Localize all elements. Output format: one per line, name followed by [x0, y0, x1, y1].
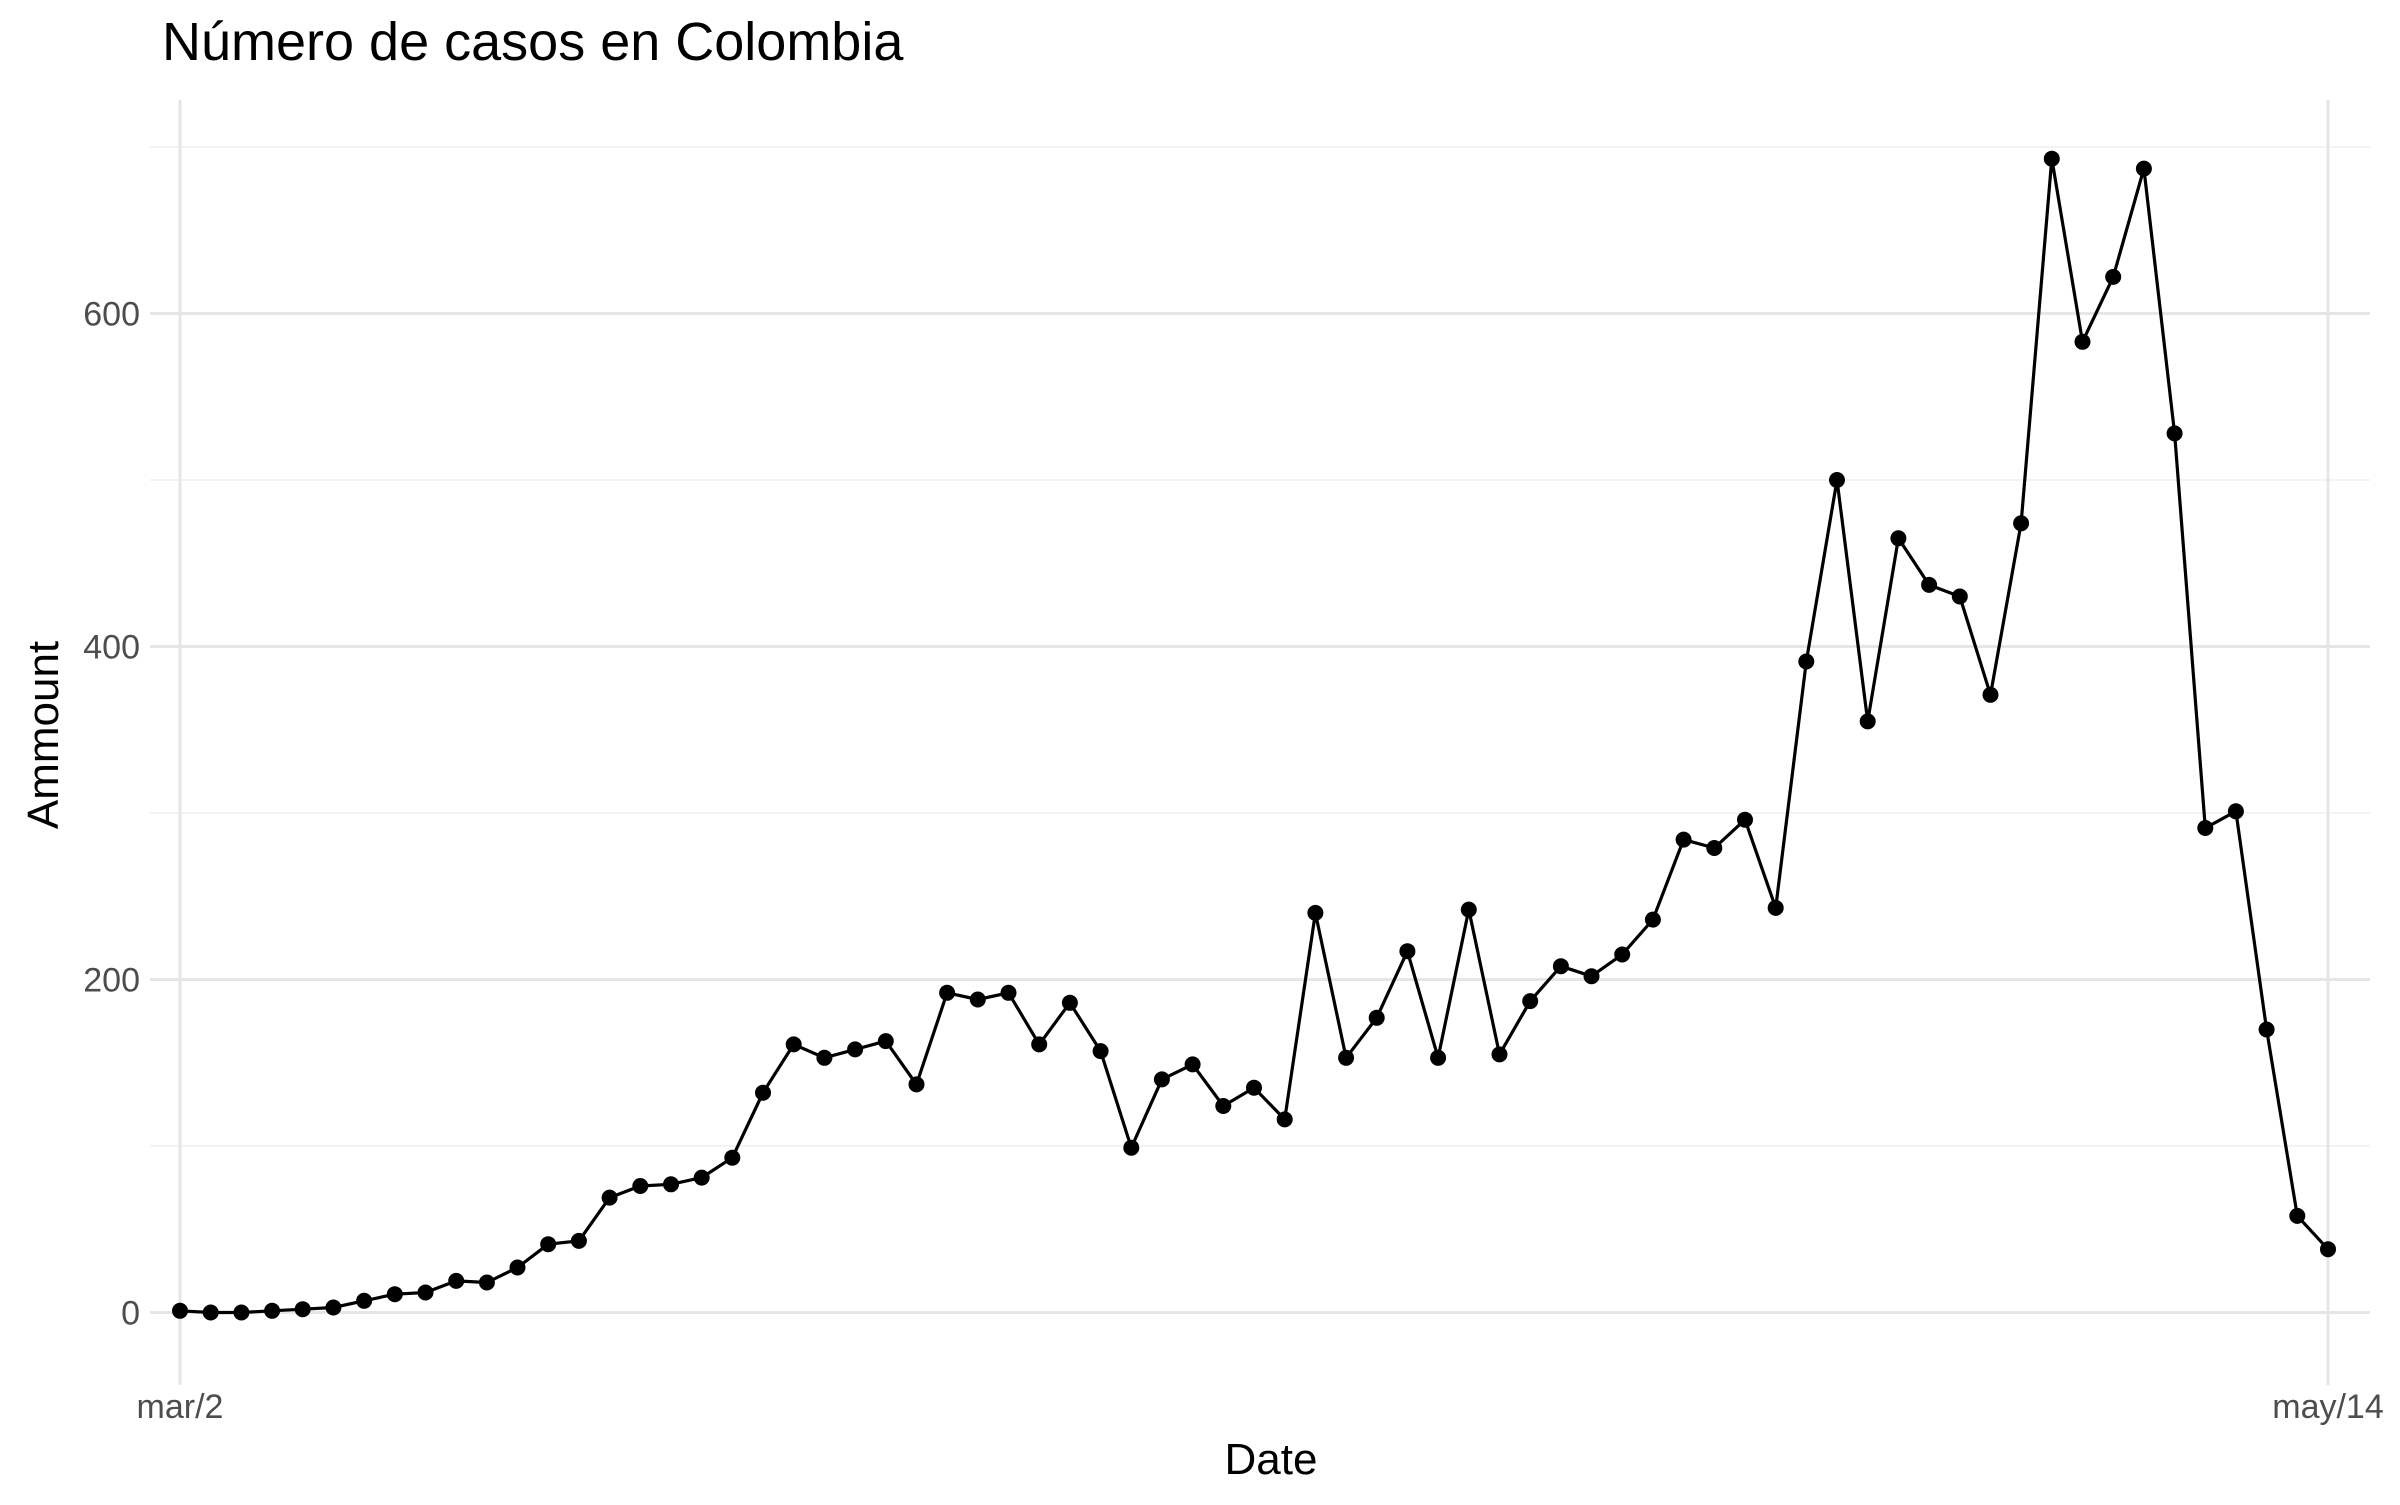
data-point: [1982, 686, 1999, 703]
series-line-group: [179, 157, 2330, 1315]
data-point: [847, 1041, 864, 1058]
data-point: [2227, 803, 2244, 820]
data-point: [264, 1302, 281, 1319]
data-point: [1614, 946, 1631, 963]
data-point: [1675, 831, 1692, 848]
data-point: [1951, 588, 1968, 605]
data-point: [1644, 911, 1661, 928]
data-point: [724, 1149, 741, 1166]
y-tick-label: 400: [83, 629, 140, 667]
data-point: [877, 1033, 894, 1050]
series-line: [179, 157, 2330, 1315]
data-point: [1368, 1009, 1385, 1026]
data-point: [1153, 1071, 1170, 1088]
data-point: [172, 1302, 188, 1319]
data-point: [2289, 1207, 2306, 1224]
data-point: [2135, 160, 2152, 177]
data-point: [540, 1236, 557, 1253]
data-point: [1184, 1056, 1201, 1073]
data-point: [1522, 993, 1539, 1010]
data-point: [2166, 425, 2183, 442]
data-point: [2074, 333, 2091, 350]
grid: [150, 100, 2370, 1385]
y-tick-label: 600: [83, 296, 140, 334]
data-point: [386, 1286, 403, 1303]
x-axis-ticks: mar/2 may/14: [137, 1388, 2384, 1426]
data-point: [1552, 958, 1569, 975]
data-point: [1737, 811, 1753, 828]
y-tick-label: 200: [83, 962, 140, 1000]
data-point: [663, 1176, 679, 1193]
y-tick-label: 0: [121, 1295, 140, 1333]
x-tick-label: mar/2: [137, 1388, 224, 1426]
data-point: [356, 1292, 373, 1309]
data-point: [233, 1304, 250, 1321]
data-point: [1798, 653, 1815, 670]
data-point: [2320, 1241, 2336, 1258]
data-point: [1859, 713, 1876, 730]
data-point: [2043, 150, 2060, 167]
data-point: [1215, 1098, 1232, 1114]
data-point: [1307, 904, 1324, 921]
data-point: [816, 1049, 833, 1066]
data-point: [785, 1036, 802, 1053]
data-point: [693, 1169, 710, 1186]
data-point: [969, 991, 986, 1008]
data-point: [1921, 576, 1938, 593]
data-point: [1890, 530, 1907, 547]
data-point: [1061, 994, 1078, 1011]
chart-title: Número de casos en Colombia: [162, 12, 904, 72]
data-point: [2013, 515, 2030, 532]
data-point: [1338, 1049, 1355, 1066]
data-point: [601, 1189, 618, 1206]
data-point: [755, 1084, 771, 1101]
data-point: [325, 1299, 342, 1316]
data-point: [202, 1304, 219, 1321]
data-point: [1491, 1046, 1508, 1063]
data-point: [1000, 984, 1017, 1001]
data-point: [1583, 968, 1600, 985]
data-point: [294, 1301, 311, 1318]
data-point: [1246, 1079, 1262, 1096]
data-point: [2197, 820, 2214, 836]
data-point: [1031, 1036, 1048, 1053]
data-point: [632, 1178, 649, 1194]
data-point: [509, 1259, 526, 1276]
data-point: [570, 1232, 587, 1249]
data-point: [1829, 472, 1845, 488]
data-point: [2258, 1021, 2275, 1038]
data-points: [172, 150, 2336, 1321]
data-point: [448, 1272, 465, 1289]
data-point: [1460, 901, 1477, 918]
data-point: [1767, 899, 1784, 916]
y-axis-ticks: 0 200 400 600: [83, 296, 140, 1333]
y-axis-title: Ammount: [19, 641, 68, 829]
data-point: [1399, 943, 1416, 960]
data-point: [478, 1274, 495, 1291]
data-point: [1706, 840, 1723, 856]
x-axis-title: Date: [1225, 1435, 1318, 1484]
x-tick-label: may/14: [2272, 1388, 2384, 1426]
data-point: [1430, 1049, 1447, 1066]
data-point: [1276, 1111, 1293, 1128]
data-point: [939, 984, 956, 1001]
data-point: [1092, 1043, 1109, 1060]
data-point: [1123, 1139, 1140, 1156]
data-point: [2105, 268, 2122, 285]
data-point: [908, 1076, 925, 1093]
data-point: [417, 1284, 434, 1301]
